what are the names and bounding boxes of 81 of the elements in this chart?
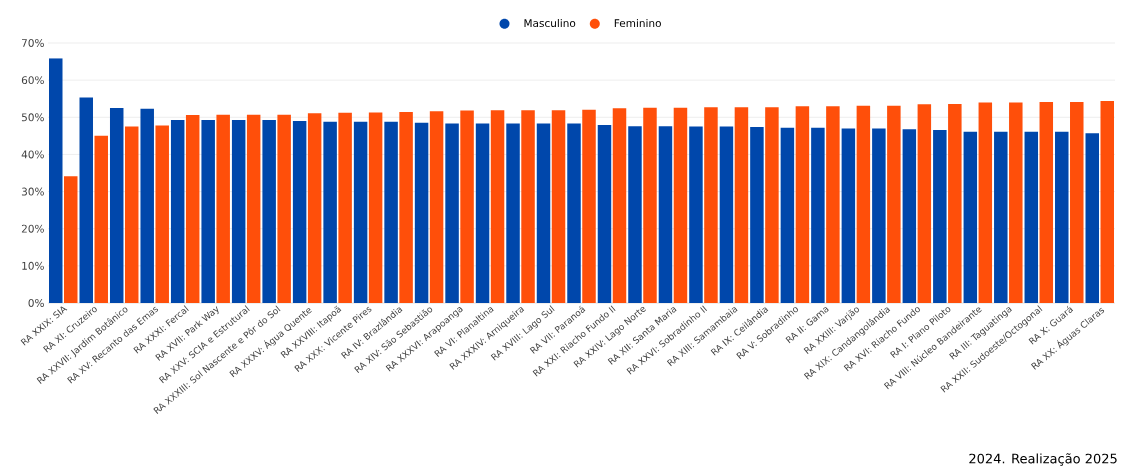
y-tick-label: 20% — [21, 224, 44, 233]
legend-label: Feminino — [614, 18, 661, 28]
bar — [1055, 131, 1069, 303]
bar — [79, 97, 93, 303]
bar — [1100, 100, 1114, 303]
bar — [643, 107, 657, 303]
bar — [1009, 102, 1023, 303]
bar — [475, 123, 490, 303]
bar — [872, 128, 886, 303]
bar — [185, 115, 200, 303]
bar — [384, 121, 398, 303]
bar — [140, 108, 154, 303]
y-tick-label: 30% — [21, 187, 44, 196]
bar — [841, 128, 856, 303]
bar — [246, 114, 261, 303]
bar — [460, 110, 474, 303]
bar — [49, 58, 63, 303]
bar — [856, 105, 871, 303]
bar — [765, 107, 779, 303]
bar — [795, 106, 810, 303]
bar — [658, 126, 673, 303]
bar — [521, 110, 535, 303]
bar — [155, 125, 169, 303]
bar — [1070, 102, 1084, 303]
bar — [399, 112, 413, 303]
bar — [780, 127, 795, 303]
bar — [1085, 133, 1100, 303]
bar — [750, 126, 764, 303]
bar — [64, 176, 78, 303]
bar — [902, 129, 917, 303]
bar — [948, 103, 962, 303]
bar — [445, 123, 459, 303]
bar — [734, 107, 749, 303]
bar — [338, 112, 352, 303]
bar — [887, 105, 901, 303]
bar — [597, 125, 612, 303]
bar — [109, 108, 124, 303]
bar — [262, 119, 276, 303]
bar — [719, 126, 734, 303]
legend-label: Masculino — [524, 18, 576, 28]
bar — [429, 111, 444, 303]
bar — [551, 110, 566, 303]
bar — [689, 126, 703, 303]
text: 2024. Realização 2025 — [969, 453, 1117, 466]
y-tick-label: 40% — [21, 150, 44, 159]
bar — [292, 121, 307, 303]
bar — [673, 107, 688, 303]
bar — [994, 131, 1008, 303]
bar — [933, 129, 947, 303]
bar — [917, 104, 932, 303]
bar — [612, 108, 627, 303]
bar — [277, 114, 291, 303]
bar — [978, 102, 993, 303]
bar — [94, 135, 108, 303]
bar — [811, 127, 825, 303]
y-tick-label: 50% — [21, 113, 44, 122]
bar — [353, 121, 368, 303]
y-tick-label: 0% — [28, 299, 44, 307]
bar — [170, 119, 185, 303]
bar — [231, 119, 246, 303]
bar — [506, 123, 520, 303]
y-tick-label: 70% — [22, 39, 44, 47]
y-tick-label: 60% — [21, 76, 44, 85]
bar — [490, 110, 505, 303]
bar — [628, 126, 642, 303]
bar — [307, 113, 322, 303]
bar — [414, 122, 429, 303]
bar — [963, 131, 978, 303]
bar — [216, 114, 230, 303]
bar — [1039, 102, 1054, 303]
y-tick-label: 10% — [22, 261, 44, 270]
bar — [368, 112, 383, 303]
bar — [536, 123, 551, 303]
bar — [323, 121, 337, 303]
bar — [826, 106, 840, 303]
bar — [1024, 131, 1039, 303]
bar — [124, 126, 139, 303]
bar — [582, 109, 596, 303]
bar — [201, 119, 215, 303]
bar — [704, 107, 718, 303]
bar — [567, 123, 581, 303]
